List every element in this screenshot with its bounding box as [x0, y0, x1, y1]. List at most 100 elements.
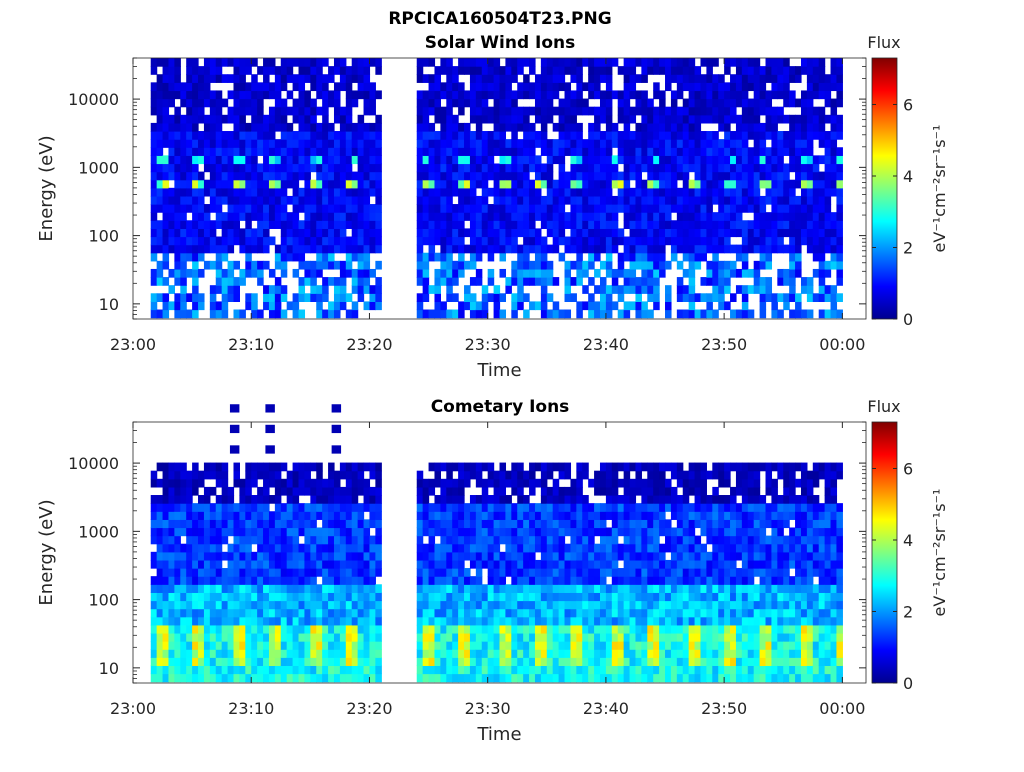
heatmap-cell	[635, 188, 642, 197]
heatmap-cell	[535, 674, 542, 683]
heatmap-cell	[423, 139, 430, 148]
heatmap-cell	[606, 649, 613, 658]
heatmap-cell	[748, 204, 755, 213]
heatmap-cell	[204, 568, 211, 577]
heatmap-cell	[529, 519, 536, 528]
heatmap-cell	[600, 180, 607, 189]
heatmap-cell	[222, 649, 229, 658]
heatmap-cell	[233, 147, 240, 156]
heatmap-cell	[269, 511, 276, 520]
heatmap-cell	[600, 163, 607, 172]
heatmap-cell	[275, 285, 282, 294]
heatmap-cell	[257, 519, 264, 528]
heatmap-cell	[293, 131, 300, 140]
heatmap-cell	[588, 58, 595, 67]
heatmap-cell	[163, 196, 170, 205]
heatmap-cell	[328, 495, 335, 504]
heatmap-cell	[322, 310, 329, 319]
heatmap-cell	[198, 552, 205, 561]
heatmap-cell	[659, 269, 666, 278]
heatmap-cell	[505, 649, 512, 658]
heatmap-cell	[565, 293, 572, 302]
heatmap-cell	[677, 74, 684, 83]
heatmap-cell	[352, 568, 359, 577]
heatmap-cell	[671, 155, 678, 164]
heatmap-cell	[204, 123, 211, 132]
heatmap-cell	[476, 511, 483, 520]
heatmap-cell	[287, 487, 294, 496]
heatmap-cell	[434, 90, 441, 99]
heatmap-cell	[310, 495, 317, 504]
heatmap-cell	[488, 293, 495, 302]
heatmap-cell	[807, 115, 814, 124]
heatmap-cell	[500, 487, 507, 496]
heatmap-cell	[612, 228, 619, 237]
heatmap-cell	[618, 617, 625, 626]
heatmap-cell	[470, 544, 477, 553]
heatmap-cell	[228, 196, 235, 205]
heatmap-cells	[151, 404, 843, 682]
heatmap-cell	[641, 220, 648, 229]
heatmap-cell	[677, 228, 684, 237]
heatmap-cell	[257, 220, 264, 229]
heatmap-cell	[452, 544, 459, 553]
heatmap-cell	[192, 172, 199, 181]
heatmap-cell	[476, 568, 483, 577]
heatmap-cell	[423, 172, 430, 181]
heatmap-cell	[251, 131, 258, 140]
heatmap-cell	[612, 131, 619, 140]
heatmap-cell	[624, 74, 631, 83]
heatmap-cell	[582, 155, 589, 164]
heatmap-cell	[204, 82, 211, 91]
heatmap-cell	[163, 90, 170, 99]
heatmap-cell	[582, 269, 589, 278]
heatmap-cell	[807, 285, 814, 294]
heatmap-cell	[263, 301, 270, 310]
heatmap-cell	[677, 58, 684, 67]
heatmap-cell	[570, 544, 577, 553]
heatmap-cell	[807, 293, 814, 302]
heatmap-cell	[594, 228, 601, 237]
heatmap-cell	[293, 163, 300, 172]
heatmap-cell	[340, 285, 347, 294]
heatmap-cell	[186, 609, 193, 618]
heatmap-cell	[576, 301, 583, 310]
heatmap-cell	[565, 495, 572, 504]
heatmap-cell	[163, 99, 170, 108]
heatmap-cell	[671, 147, 678, 156]
heatmap-cell	[316, 237, 323, 246]
heatmap-cell	[783, 220, 790, 229]
heatmap-cell	[588, 237, 595, 246]
heatmap-cell	[695, 237, 702, 246]
heatmap-cell	[547, 228, 554, 237]
heatmap-cell	[754, 139, 761, 148]
heatmap-cell	[346, 479, 353, 488]
heatmap-cell	[624, 503, 631, 512]
heatmap-cell	[547, 147, 554, 156]
heatmap-cell	[446, 463, 453, 472]
heatmap-cell	[239, 131, 246, 140]
heatmap-cell	[440, 301, 447, 310]
heatmap-cell	[440, 463, 447, 472]
heatmap-cell	[789, 261, 796, 270]
heatmap-cell	[594, 253, 601, 262]
heatmap-cell	[251, 228, 258, 237]
heatmap-cell	[647, 58, 654, 67]
heatmap-cell	[771, 220, 778, 229]
heatmap-cell	[588, 293, 595, 302]
heatmap-cell	[683, 220, 690, 229]
heatmap-cell	[659, 196, 666, 205]
heatmap-cell	[310, 576, 317, 585]
heatmap-cell	[233, 228, 240, 237]
heatmap-cell	[287, 552, 294, 561]
x-tick-label: 23:40	[583, 335, 629, 354]
heatmap-cell	[505, 633, 512, 642]
heatmap-cell	[488, 495, 495, 504]
heatmap-cell	[641, 301, 648, 310]
heatmap-cell	[771, 74, 778, 83]
heatmap-cell	[458, 155, 465, 164]
heatmap-cell	[275, 527, 282, 536]
heatmap-cell	[600, 536, 607, 545]
heatmap-cell	[293, 301, 300, 310]
heatmap-cell	[163, 576, 170, 585]
